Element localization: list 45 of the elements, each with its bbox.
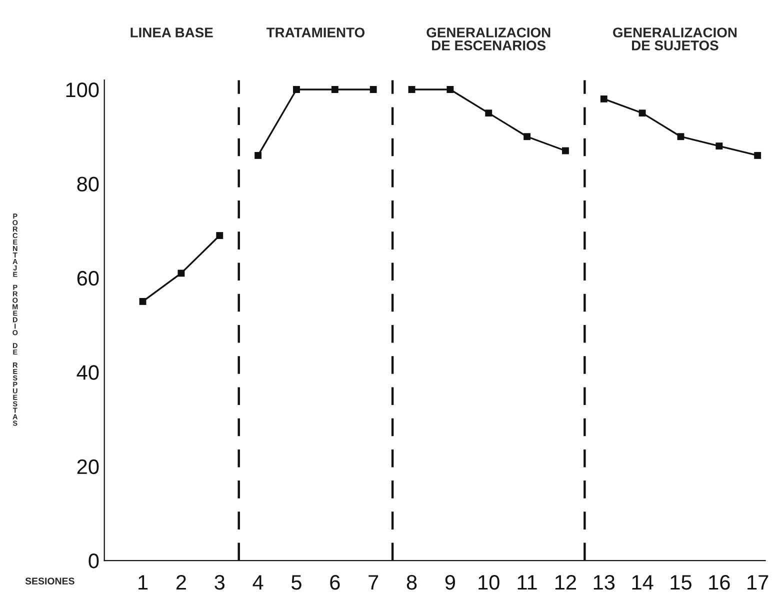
x-tick-label: 1 [138,575,148,590]
text: GENERALIZACION DE SUJETOS [613,28,737,50]
text: GENERALIZACION DE ESCENARIOS [426,28,550,50]
point [178,270,185,277]
x-axis-title: SESIONES [25,578,74,585]
point [446,86,454,93]
text: TRATAMIENTO [266,28,364,38]
point [716,142,723,150]
point [139,298,146,305]
x-tick-label: 13 [594,575,615,590]
x-tick-label: 3 [214,575,225,590]
x-tick-label: 15 [670,575,692,590]
point [331,86,338,93]
point [293,86,300,93]
y-tick-label: 80 [77,176,99,192]
x-tick-label: 10 [478,575,500,590]
point [638,110,646,117]
point [754,152,762,159]
x-tick-label: 11 [518,575,537,590]
x-tick-label: 6 [330,575,340,590]
text: LINEA BASE [130,28,213,38]
x-tick-label: 2 [176,575,186,590]
point [485,110,492,117]
point [677,133,684,140]
x-tick-label: 16 [709,575,730,590]
point [408,86,416,93]
x-tick-label: 5 [292,575,302,590]
y-tick-label: 40 [76,365,99,380]
point [600,95,608,102]
x-tick-label: 12 [555,575,576,590]
y-tick-label: 0 [88,554,99,568]
x-tick-label: 9 [445,575,455,590]
point [370,86,377,93]
y-tick-label: 20 [77,459,99,474]
point [254,152,262,159]
point [524,133,531,140]
x-tick-label: 17 [748,575,768,590]
x-tick-label: 8 [406,575,417,590]
y-tick-label: 100 [66,82,99,98]
x-tick-label: 14 [632,575,654,590]
point [562,147,569,154]
x-tick-label: 7 [368,575,378,590]
point [216,232,224,239]
y-tick-label: 60 [77,270,99,286]
x-tick-label: 4 [252,575,264,590]
